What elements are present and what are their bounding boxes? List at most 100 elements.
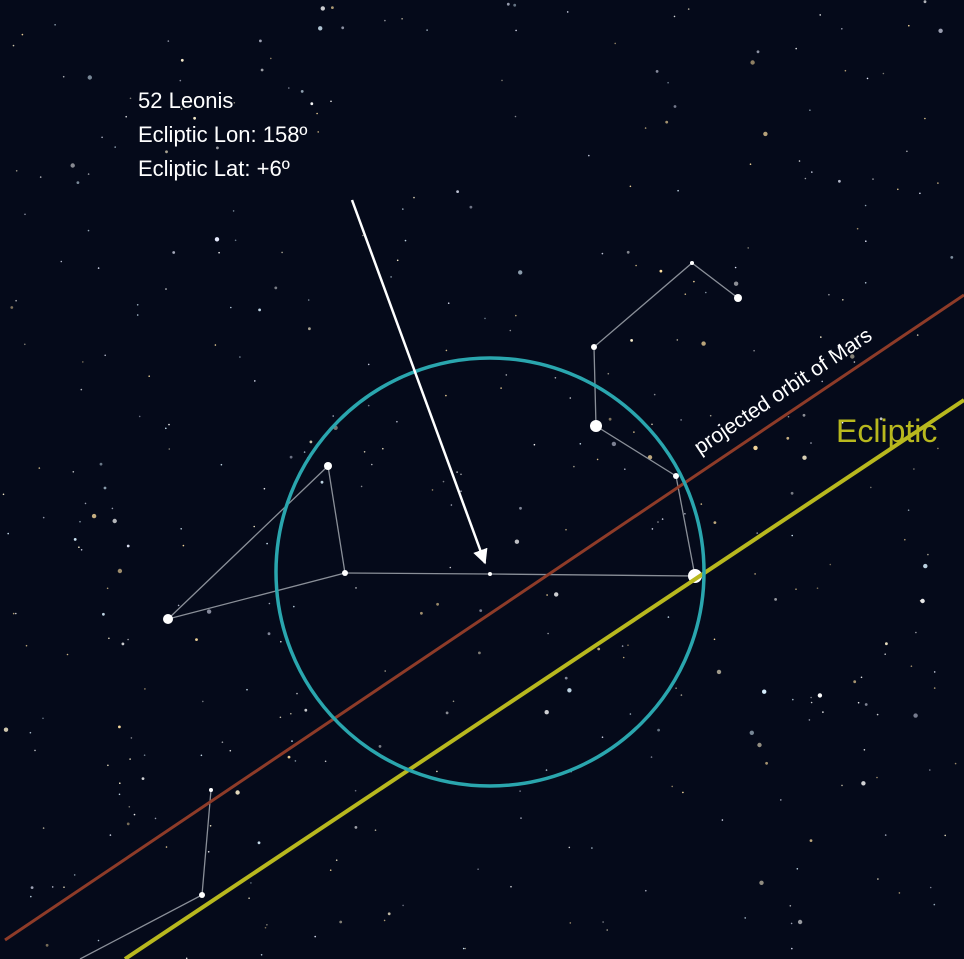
background-star bbox=[15, 613, 17, 615]
background-star bbox=[230, 307, 232, 309]
background-star bbox=[77, 181, 80, 184]
background-star bbox=[885, 642, 888, 645]
background-star bbox=[22, 34, 24, 36]
background-star bbox=[934, 671, 936, 673]
background-star bbox=[270, 58, 272, 60]
ecliptic-label: Ecliptic bbox=[836, 413, 937, 449]
background-star bbox=[762, 690, 766, 694]
background-star bbox=[857, 228, 859, 230]
star bbox=[342, 570, 348, 576]
background-star bbox=[110, 834, 112, 836]
background-star bbox=[233, 210, 235, 212]
background-star bbox=[172, 251, 175, 254]
background-star bbox=[662, 518, 664, 520]
background-star bbox=[791, 923, 793, 925]
background-star bbox=[295, 760, 297, 762]
background-star bbox=[506, 374, 508, 376]
background-star bbox=[379, 745, 382, 748]
background-star bbox=[717, 670, 721, 674]
background-star bbox=[565, 529, 567, 531]
background-star bbox=[288, 756, 291, 759]
background-star bbox=[288, 87, 290, 89]
background-star bbox=[705, 292, 707, 294]
background-star bbox=[402, 905, 404, 907]
background-star bbox=[885, 834, 887, 836]
background-star bbox=[15, 300, 17, 302]
background-star bbox=[757, 50, 760, 53]
star bbox=[690, 261, 694, 265]
background-star bbox=[774, 598, 777, 601]
background-star bbox=[181, 59, 184, 62]
background-star bbox=[820, 336, 822, 338]
background-star bbox=[651, 424, 653, 426]
background-star bbox=[261, 69, 264, 72]
background-star bbox=[744, 917, 746, 919]
background-star bbox=[906, 151, 908, 153]
background-star bbox=[710, 415, 712, 417]
background-star bbox=[858, 702, 860, 704]
background-star bbox=[384, 920, 386, 922]
background-star bbox=[436, 771, 438, 773]
background-star bbox=[518, 270, 522, 274]
background-star bbox=[904, 539, 906, 541]
background-star bbox=[134, 814, 136, 816]
background-star bbox=[759, 881, 763, 885]
background-star bbox=[899, 892, 901, 894]
background-star bbox=[375, 829, 377, 831]
background-star bbox=[43, 827, 45, 829]
background-star bbox=[865, 205, 867, 207]
background-star bbox=[627, 644, 629, 646]
background-star bbox=[82, 361, 84, 363]
background-star bbox=[448, 302, 450, 304]
background-star bbox=[791, 948, 793, 950]
background-star bbox=[108, 638, 110, 640]
background-star bbox=[854, 361, 856, 363]
background-star bbox=[16, 170, 18, 172]
background-star bbox=[667, 82, 669, 84]
background-star bbox=[178, 605, 180, 607]
background-star bbox=[258, 309, 261, 312]
background-star bbox=[822, 711, 824, 713]
background-star bbox=[478, 652, 481, 655]
annotation-line: Ecliptic Lat: +6º bbox=[138, 156, 290, 181]
background-star bbox=[122, 643, 125, 646]
background-star bbox=[671, 786, 673, 788]
background-star bbox=[614, 43, 616, 45]
star bbox=[199, 892, 205, 898]
background-star bbox=[547, 633, 549, 635]
background-star bbox=[677, 339, 679, 341]
background-star bbox=[864, 749, 866, 751]
background-star bbox=[248, 897, 250, 899]
background-star bbox=[883, 73, 885, 75]
background-star bbox=[573, 466, 575, 468]
background-star bbox=[515, 540, 519, 544]
background-star bbox=[515, 315, 517, 317]
background-star bbox=[118, 726, 121, 729]
background-star bbox=[34, 750, 36, 752]
background-star bbox=[913, 468, 915, 470]
background-star bbox=[809, 109, 811, 111]
background-star bbox=[165, 288, 167, 290]
background-star bbox=[821, 381, 823, 383]
background-star bbox=[290, 713, 292, 715]
background-star bbox=[811, 171, 813, 173]
background-star bbox=[71, 163, 75, 167]
background-star bbox=[534, 444, 536, 446]
background-star bbox=[456, 471, 458, 473]
background-star bbox=[54, 24, 56, 26]
background-star bbox=[420, 612, 423, 615]
background-star bbox=[296, 693, 298, 695]
background-star bbox=[753, 446, 757, 450]
background-star bbox=[330, 101, 332, 103]
background-star bbox=[714, 521, 717, 524]
background-star bbox=[674, 16, 676, 18]
background-star bbox=[114, 146, 116, 148]
background-star bbox=[838, 180, 841, 183]
background-star bbox=[63, 886, 65, 888]
background-star bbox=[795, 588, 797, 590]
background-star bbox=[13, 613, 15, 615]
background-star bbox=[142, 777, 145, 780]
background-star bbox=[681, 694, 683, 696]
background-star bbox=[318, 26, 322, 30]
background-star bbox=[261, 954, 263, 956]
